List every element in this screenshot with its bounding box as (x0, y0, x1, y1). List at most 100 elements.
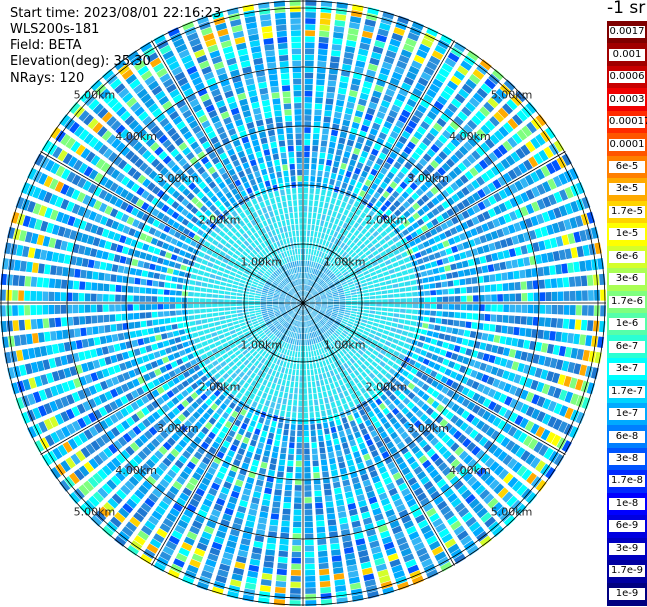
ppi-gate-cell (364, 405, 372, 413)
ppi-gate-cell (312, 331, 316, 338)
ppi-gate-cell (226, 318, 233, 323)
ppi-gate-cell (175, 168, 185, 178)
ppi-gate-cell (105, 334, 113, 344)
ppi-gate-cell (290, 575, 301, 582)
ppi-gate-cell (312, 460, 319, 467)
ppi-gate-cell (222, 372, 230, 380)
ppi-gate-cell (249, 261, 256, 267)
ppi-gate-cell (238, 282, 245, 287)
ppi-gate-cell (329, 420, 335, 428)
ppi-gate-cell (273, 293, 280, 297)
ppi-gate-cell (116, 275, 123, 283)
ppi-gate-cell (219, 286, 226, 290)
ppi-gate-cell (161, 393, 170, 402)
ppi-gate-cell (218, 416, 226, 425)
ppi-gate-cell (363, 392, 370, 400)
ppi-gate-cell (257, 283, 264, 288)
ppi-gate-cell (248, 406, 256, 414)
ppi-gate-cell (301, 315, 303, 322)
ppi-gate-cell (240, 422, 248, 430)
ppi-gate-cell (360, 379, 368, 386)
ppi-gate-cell (208, 181, 217, 189)
ppi-gate-cell (79, 90, 92, 103)
ppi-gate-cell (186, 395, 194, 404)
ppi-gate-cell (196, 542, 208, 552)
ppi-gate-cell (237, 246, 244, 253)
ppi-gate-cell (146, 193, 155, 203)
ppi-gate-cell (549, 331, 556, 341)
ppi-gate-cell (260, 461, 268, 469)
ppi-gate-cell (492, 525, 504, 537)
ppi-gate-cell (231, 573, 243, 582)
ppi-gate-cell (178, 329, 186, 335)
ppi-gate-cell (459, 320, 466, 328)
ppi-gate-cell (551, 372, 560, 384)
ppi-gate-cell (373, 420, 382, 429)
ppi-gate-cell (289, 350, 293, 357)
ppi-gate-cell (213, 456, 222, 465)
ppi-gate-cell (225, 475, 235, 484)
ppi-gate-cell (262, 567, 273, 574)
ppi-gate-cell (385, 381, 393, 389)
ppi-gate-cell (151, 288, 158, 295)
ppi-gate-cell (16, 349, 24, 362)
ppi-gate-cell (311, 224, 315, 231)
ppi-gate-cell (271, 318, 278, 323)
ppi-gate-cell (71, 406, 81, 417)
ppi-gate-cell (330, 335, 336, 341)
ppi-gate-cell (318, 441, 325, 448)
ppi-gate-cell (303, 303, 309, 305)
ppi-gate-cell (509, 304, 516, 313)
ppi-gate-cell (98, 144, 109, 156)
ppi-gate-cell (290, 325, 294, 332)
ppi-gate-cell (475, 420, 486, 430)
ppi-gate-cell (362, 343, 369, 349)
ppi-gate-cell (132, 425, 142, 436)
ppi-gate-cell (305, 308, 309, 315)
ppi-gate-cell (289, 325, 293, 331)
ppi-gate-cell (295, 326, 298, 333)
ppi-gate-cell (326, 513, 336, 520)
ppi-gate-cell (349, 380, 356, 387)
ppi-gate-cell (304, 266, 307, 273)
ppi-gate-cell (309, 332, 313, 339)
ppi-gate-cell (348, 89, 358, 98)
ppi-gate-cell (228, 275, 235, 280)
ppi-gate-cell (22, 379, 31, 391)
ppi-gate-cell (499, 358, 508, 367)
ppi-gate-cell (188, 415, 197, 424)
ppi-gate-cell (125, 73, 138, 85)
ppi-gate-cell (50, 265, 57, 275)
ppi-gate-cell (291, 545, 302, 552)
ppi-gate-cell (480, 512, 492, 523)
ppi-gate-cell (184, 237, 192, 245)
ppi-gate-cell (246, 362, 253, 369)
ppi-gate-cell (259, 214, 266, 222)
ppi-gate-cell (130, 195, 140, 205)
ppi-gate-cell (200, 156, 210, 165)
ppi-gate-cell (283, 314, 289, 319)
ppi-gate-cell (281, 232, 286, 239)
ppi-gate-cell (313, 249, 317, 256)
ppi-gate-cell (146, 154, 156, 164)
ppi-gate-cell (296, 157, 302, 164)
ppi-gate-cell (397, 324, 404, 329)
ppi-gate-cell (175, 303, 182, 309)
ppi-gate-cell (126, 97, 138, 108)
ppi-gate-cell (190, 216, 199, 224)
ppi-gate-cell (419, 364, 427, 372)
ppi-gate-cell (268, 192, 274, 199)
ppi-gate-cell (220, 320, 227, 325)
ppi-gate-cell (222, 209, 230, 217)
ppi-gate-cell (133, 535, 146, 546)
ppi-gate-cell (81, 233, 89, 244)
ppi-gate-cell (381, 376, 388, 384)
ppi-gate-cell (304, 509, 313, 516)
ppi-gate-cell (519, 327, 526, 337)
ppi-gate-cell (224, 303, 230, 307)
ppi-gate-cell (372, 551, 384, 560)
ppi-gate-cell (75, 256, 83, 267)
ppi-gate-cell (493, 403, 502, 414)
ppi-gate-cell (291, 557, 301, 564)
ppi-gate-cell (134, 158, 144, 168)
